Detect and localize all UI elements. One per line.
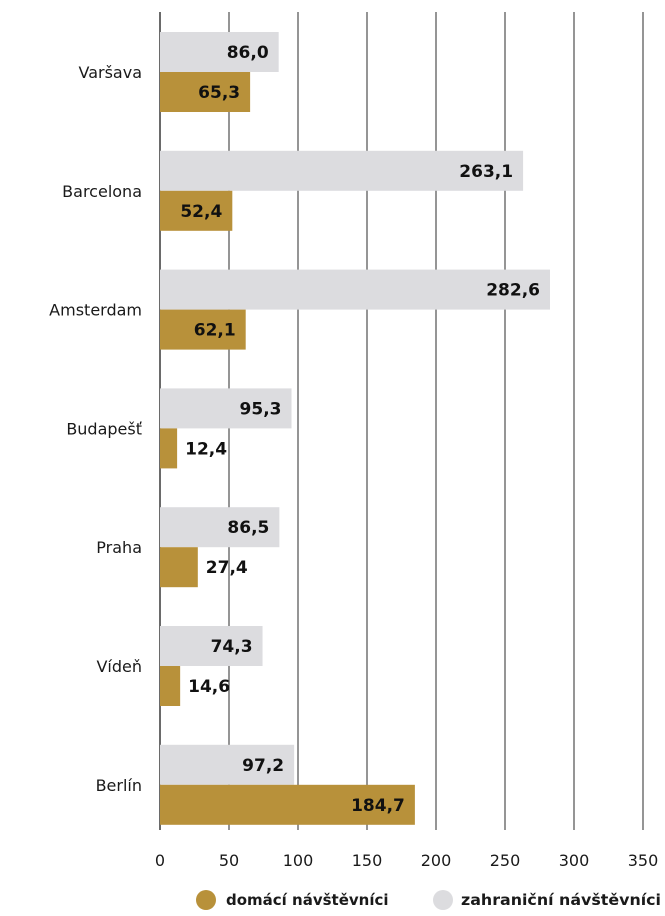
data-label-domestic: 14,6 <box>188 677 230 697</box>
x-tick-label: 50 <box>219 851 239 870</box>
x-tick-label: 250 <box>490 851 521 870</box>
x-tick-label: 350 <box>628 851 659 870</box>
bar-foreign <box>160 388 292 429</box>
legend-label-domestic: domácí návštěvníci <box>226 891 389 909</box>
bar-foreign <box>160 507 280 548</box>
data-label-foreign: 95,3 <box>240 399 282 419</box>
bar-foreign <box>160 32 279 72</box>
data-label-foreign: 74,3 <box>211 637 253 657</box>
data-label-foreign: 86,5 <box>227 518 269 538</box>
category-label: Budapešť <box>66 419 142 438</box>
bar-foreign <box>160 150 524 191</box>
bar-domestic <box>160 784 415 825</box>
category-label: Barcelona <box>62 182 142 201</box>
category-labels: Varšava Barcelona Amsterdam Budapešť Praha Ví… <box>49 63 142 795</box>
data-label-domestic: 62,1 <box>194 321 236 341</box>
bar-domestic <box>160 72 251 112</box>
legend-swatch-foreign <box>433 890 453 910</box>
bar-domestic <box>160 547 198 588</box>
category-label: Berlín <box>96 776 142 795</box>
legend-label-foreign: zahraniční návštěvníci <box>461 891 661 909</box>
x-tick-label: 150 <box>352 851 383 870</box>
bar-domestic <box>160 428 178 469</box>
legend: domácí návštěvníci zahraniční návštěvníci <box>196 890 661 910</box>
x-tick-label: 0 <box>155 851 165 870</box>
bars: 86,0 65,3 263,1 52,4 282,6 62,1 95,3 12,4 86,5 27… <box>160 32 550 825</box>
data-label-domestic: 12,4 <box>185 439 227 459</box>
bar-domestic <box>160 666 181 706</box>
bar-foreign <box>160 269 550 310</box>
category-label: Praha <box>96 538 142 557</box>
x-tick-label: 200 <box>421 851 452 870</box>
category-label: Amsterdam <box>49 301 142 320</box>
bar-domestic <box>160 309 246 350</box>
data-label-domestic: 27,4 <box>206 558 248 578</box>
category-label: Vídeň <box>96 657 142 676</box>
data-label-foreign: 282,6 <box>486 281 540 301</box>
data-label-foreign: 263,1 <box>459 162 513 182</box>
data-label-domestic: 65,3 <box>198 83 240 103</box>
data-label-foreign: 86,0 <box>227 43 269 63</box>
x-axis: 0 50 100 150 200 250 300 350 <box>155 851 658 870</box>
data-label-domestic: 184,7 <box>351 796 405 816</box>
bar-foreign <box>160 744 295 785</box>
data-label-foreign: 97,2 <box>242 756 284 776</box>
legend-swatch-domestic <box>196 890 216 910</box>
bar-foreign <box>160 626 263 666</box>
data-label-domestic: 52,4 <box>180 202 222 222</box>
category-label: Varšava <box>79 63 143 82</box>
x-tick-label: 300 <box>559 851 590 870</box>
x-tick-label: 100 <box>283 851 314 870</box>
bar-domestic <box>160 190 233 231</box>
